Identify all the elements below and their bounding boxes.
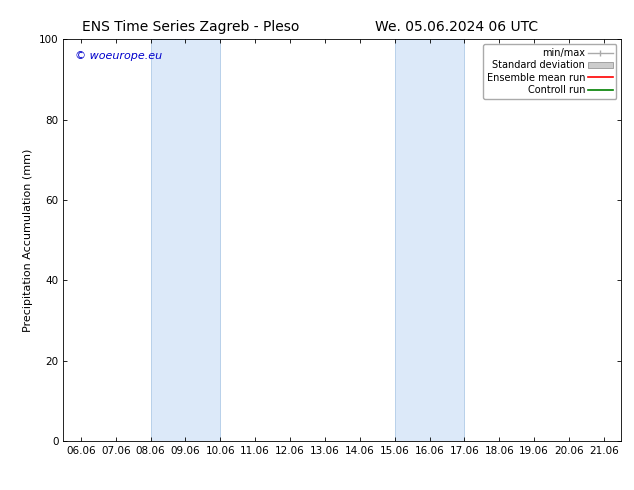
Y-axis label: Precipitation Accumulation (mm): Precipitation Accumulation (mm) xyxy=(23,148,34,332)
Text: ENS Time Series Zagreb - Pleso: ENS Time Series Zagreb - Pleso xyxy=(82,20,299,34)
Text: We. 05.06.2024 06 UTC: We. 05.06.2024 06 UTC xyxy=(375,20,538,34)
Legend: min/max, Standard deviation, Ensemble mean run, Controll run: min/max, Standard deviation, Ensemble me… xyxy=(483,44,616,99)
Text: © woeurope.eu: © woeurope.eu xyxy=(75,51,162,61)
Bar xyxy=(150,39,221,441)
Bar xyxy=(394,39,464,441)
